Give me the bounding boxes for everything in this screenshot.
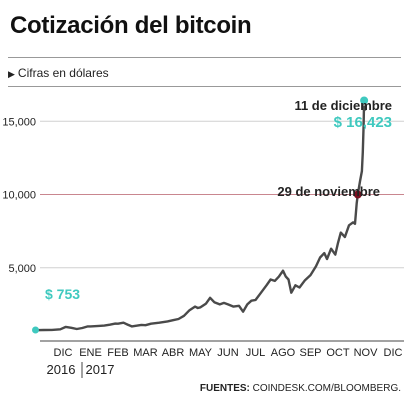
year-label: 2016: [47, 362, 76, 377]
x-axis: DIC ENE FEB MAR ABR MAY JUN JUL AGO SEP OCT NOV DIC 2…: [40, 340, 404, 378]
december-11-value-label: $ 16,423: [334, 114, 392, 131]
source-text: COINDESK.COM/BLOOMBERG.: [252, 383, 401, 394]
start-point-marker: [32, 326, 39, 334]
source-note: FUENTES: COINDESK.COM/BLOOMBERG.: [200, 383, 401, 394]
x-tick-label: NOV: [354, 347, 379, 359]
december-11-label: 11 de diciembre: [294, 98, 392, 113]
start-value-label: $ 753: [45, 286, 80, 302]
x-tick-label: ABR: [162, 347, 185, 359]
chart-subtitle: ▶ Cifras en dólares: [8, 66, 109, 80]
markers-layer: [32, 95, 370, 334]
x-tick-label: ENE: [79, 347, 102, 359]
y-tick-label: 10,000: [2, 190, 36, 202]
source-label: FUENTES:: [199, 383, 250, 394]
x-tick-label: MAY: [189, 347, 213, 359]
x-tick-label: JUN: [217, 347, 238, 359]
november-29-label: 29 de noviembre: [277, 184, 380, 199]
price-series-line: [35, 99, 367, 332]
annotations-layer: $ 753 29 de noviembre 11 de diciembre$ 16,…: [45, 98, 392, 302]
series-layer: [35, 99, 367, 332]
subtitle-text: Cifras en dólares: [17, 66, 109, 80]
x-tick-label: DIC: [54, 347, 73, 359]
subtitle-divider: [8, 86, 401, 87]
chart-title: Cotización del bitcoin: [10, 12, 252, 39]
x-tick-label: DIC: [384, 347, 403, 359]
triangle-right-icon: ▶: [8, 69, 15, 79]
x-tick-label: JUL: [246, 347, 266, 359]
x-tick-label: SEP: [299, 347, 321, 359]
x-tick-label: AGO: [271, 347, 296, 359]
y-axis-labels: 5,000 10,000 15,000: [2, 116, 36, 274]
x-tick-label: OCT: [326, 347, 350, 359]
y-tick-label: 15,000: [2, 116, 36, 128]
y-tick-label: 5,000: [8, 263, 36, 275]
x-tick-label: MAR: [133, 347, 158, 359]
november-29-marker: [353, 190, 362, 199]
title-divider: [8, 57, 401, 58]
december-11-marker: [359, 95, 370, 106]
x-tick-label: FEB: [107, 347, 128, 359]
year-label: 2017: [86, 362, 115, 377]
grid-layer: [40, 120, 404, 269]
